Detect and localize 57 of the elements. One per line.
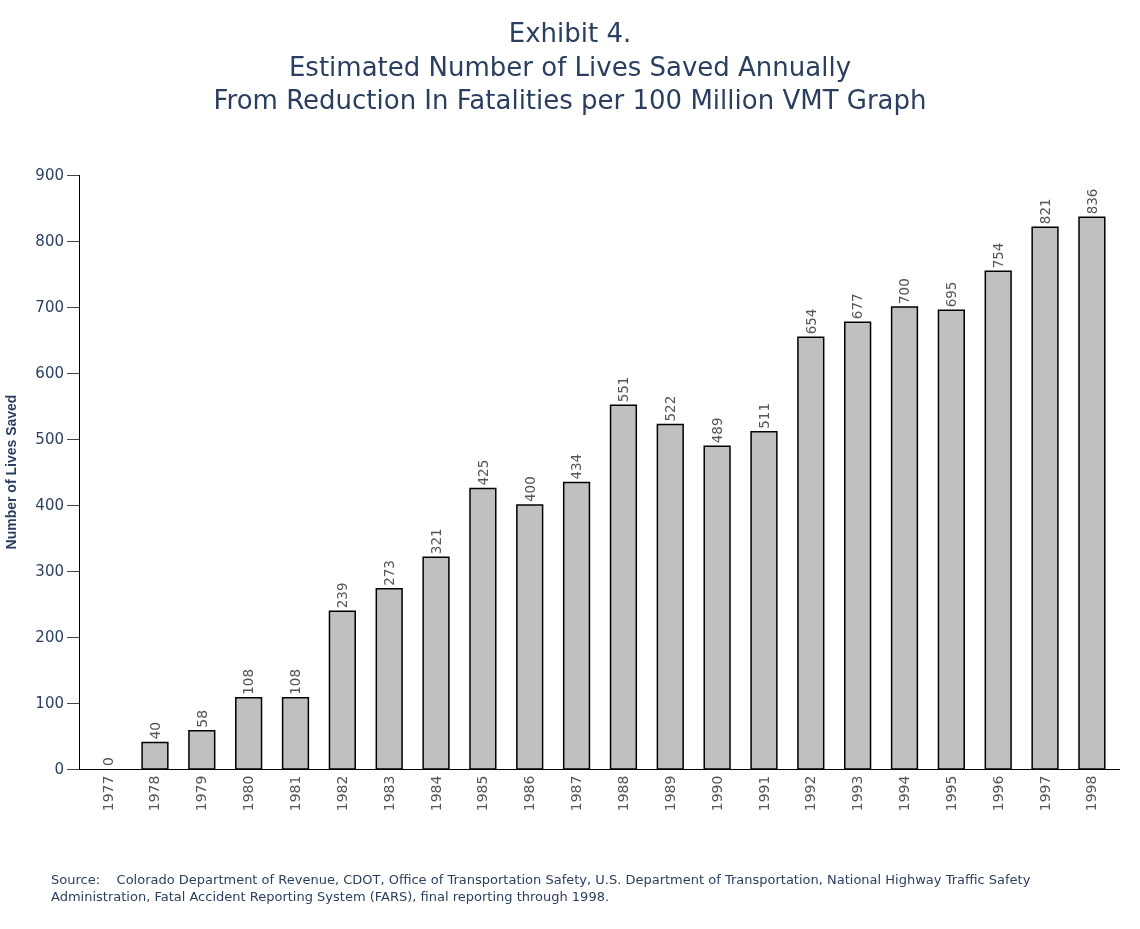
x-tick-label: 1993 [849, 775, 866, 812]
data-label: 489 [708, 417, 725, 444]
x-tick-label: 1984 [427, 775, 444, 812]
y-tick-label: 600 [35, 364, 64, 383]
data-label: 511 [755, 402, 772, 429]
x-tick-label: 1978 [146, 775, 163, 812]
data-label: 754 [991, 242, 1006, 269]
x-tick-label: 1982 [333, 775, 350, 812]
x-tick-label: 1988 [614, 775, 631, 812]
data-label: 821 [1036, 198, 1053, 225]
x-tick-label: 1997 [1036, 775, 1053, 812]
x-tick-label: 1977 [99, 775, 116, 812]
x-tick-label: 1994 [896, 775, 913, 812]
x-tick-label: 1990 [708, 775, 725, 812]
data-label: 836 [1084, 188, 1100, 215]
x-tick-label: 1998 [1083, 775, 1100, 812]
data-label: 400 [521, 476, 538, 502]
data-label: 551 [615, 376, 632, 403]
data-label: 40 [146, 721, 163, 740]
data-label: 654 [803, 308, 819, 335]
y-tick-label: 700 [35, 298, 64, 317]
data-label: 522 [662, 395, 679, 422]
data-label: 700 [896, 278, 913, 304]
x-tick-label: 1991 [755, 775, 772, 812]
x-tick-label: 1986 [521, 775, 538, 812]
chart-title: Exhibit 4. Estimated Number of Lives Saved Annually From Reduction In Fatalities per 100 Million VMT Graph [213, 17, 927, 116]
data-label: 425 [474, 459, 491, 486]
x-tick-label: 1995 [942, 775, 959, 812]
data-label: 239 [334, 582, 351, 609]
y-tick-label: 500 [35, 430, 64, 449]
x-tick-label: 1987 [568, 775, 585, 812]
x-tick-label: 1989 [661, 775, 678, 812]
data-label: 273 [381, 560, 398, 586]
data-label: 0 [100, 757, 117, 766]
y-tick-label: 100 [35, 694, 64, 713]
y-tick-label: 300 [35, 562, 64, 581]
data-label: 321 [427, 528, 444, 555]
y-tick-label: 800 [35, 232, 64, 251]
x-tick-label: 1981 [287, 775, 304, 812]
x-tick-label: 1992 [802, 775, 819, 812]
y-tick-label: 200 [35, 628, 64, 647]
data-label: 108 [287, 668, 304, 695]
data-label: 434 [569, 453, 585, 480]
x-tick-label: 1983 [380, 775, 397, 812]
x-tick-label: 1980 [240, 775, 257, 812]
source-note: Source: Colorado Department of Revenue, CDOT, Office of Transportation Safety, U.S. Department of Transportation, National Highway Traffic Safety Administration, Fatal Accident Reporting System (FARS), final reporting through 1998. [51, 872, 1031, 904]
y-axis-title: Number of Lives Saved [2, 394, 19, 550]
x-tick-label: 1979 [193, 775, 210, 812]
y-tick-label: 0 [54, 760, 64, 779]
data-label: 677 [849, 293, 866, 320]
y-tick-label: 400 [35, 496, 64, 515]
data-label: 58 [193, 709, 210, 728]
y-tick-label: 900 [35, 166, 64, 185]
data-label: 108 [240, 668, 257, 695]
x-tick-label: 1996 [989, 775, 1006, 812]
data-label: 695 [943, 281, 960, 308]
x-tick-label: 1985 [474, 775, 491, 812]
